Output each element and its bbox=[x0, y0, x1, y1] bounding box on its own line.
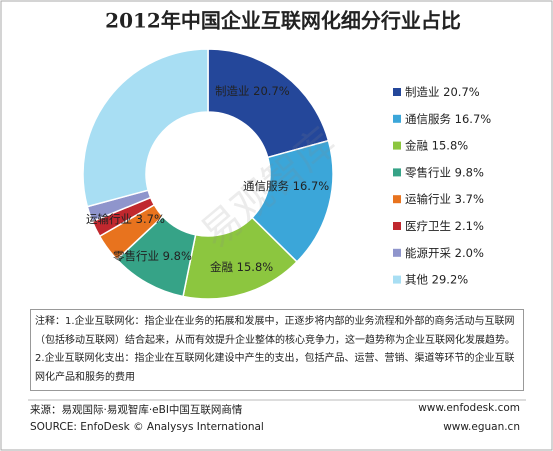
legend-label: 医疗卫生 2.1% bbox=[405, 219, 484, 233]
category-label: 制造业 bbox=[215, 84, 250, 98]
slice bbox=[82, 48, 209, 208]
value-label: 2.1% bbox=[455, 219, 484, 233]
legend-swatch bbox=[393, 195, 401, 204]
value-label: 15.8% bbox=[237, 260, 274, 274]
legend-swatch bbox=[393, 275, 401, 284]
source-en: SOURCE: EnfoDesk © Analysys Internationa… bbox=[30, 421, 264, 433]
legend-swatch bbox=[393, 248, 401, 257]
legend-label: 制造业 20.7% bbox=[405, 85, 480, 99]
category-label: 运输行业 bbox=[86, 212, 132, 226]
category-label: 其他 bbox=[405, 272, 428, 286]
value-label: 3.7% bbox=[455, 192, 484, 206]
value-label: 20.7% bbox=[443, 85, 480, 99]
legend-label: 通信服务 16.7% bbox=[405, 111, 491, 125]
category-label: 零售行业 bbox=[113, 249, 159, 263]
data-label: 零售行业 9.8% bbox=[113, 249, 192, 263]
data-label: 制造业 20.7% bbox=[215, 84, 290, 98]
legend-swatch bbox=[393, 168, 401, 177]
legend-swatch bbox=[393, 222, 401, 230]
slice bbox=[251, 139, 334, 263]
category-label: 零售行业 bbox=[405, 165, 451, 179]
value-label: 29.2% bbox=[432, 272, 469, 286]
category-label: 运输行业 bbox=[405, 192, 451, 206]
legend-label: 零售行业 9.8% bbox=[405, 165, 484, 179]
category-label: 金融 bbox=[405, 138, 428, 152]
legend-label: 能源开采 2.0% bbox=[405, 245, 484, 259]
value-label: 9.8% bbox=[163, 249, 192, 263]
notes: 注释：1.企业互联网化：指企业在业务的拓展和发展中，正逐步将内部的业务流程和外部… bbox=[30, 309, 524, 391]
category-label: 通信服务 bbox=[405, 111, 451, 125]
value-label: 15.8% bbox=[432, 138, 469, 152]
category-label: 制造业 bbox=[405, 85, 440, 99]
data-label: 运输行业 3.7% bbox=[86, 212, 165, 226]
source-cn: 来源：易观国际·易观智库·eBI中国互联网商情 bbox=[30, 404, 243, 416]
category-label: 通信服务 bbox=[243, 179, 289, 193]
value-label: 20.7% bbox=[253, 84, 290, 98]
source-site: www.eguan.cn bbox=[443, 421, 520, 433]
slice bbox=[207, 48, 330, 159]
category-label: 金融 bbox=[210, 260, 233, 274]
legend-label: 运输行业 3.7% bbox=[405, 192, 484, 206]
data-label: 通信服务 16.7% bbox=[243, 179, 329, 193]
value-label: 16.7% bbox=[455, 111, 492, 125]
legend-label: 金融 15.8% bbox=[405, 138, 468, 152]
value-label: 16.7% bbox=[293, 179, 330, 193]
legend-swatch bbox=[393, 114, 401, 123]
value-label: 3.7% bbox=[136, 212, 165, 226]
category-label: 能源开采 bbox=[405, 245, 451, 259]
legend-swatch bbox=[393, 88, 401, 96]
legend-label: 其他 29.2% bbox=[405, 272, 468, 286]
chart-title: 2012年中国企业互联网化细分行业占比 bbox=[105, 9, 461, 33]
data-label: 金融 15.8% bbox=[210, 260, 273, 274]
legend-swatch bbox=[393, 141, 401, 150]
source-site: www.enfodesk.com bbox=[418, 402, 520, 414]
category-label: 医疗卫生 bbox=[405, 219, 451, 233]
value-label: 9.8% bbox=[455, 165, 484, 179]
value-label: 2.0% bbox=[455, 245, 484, 259]
